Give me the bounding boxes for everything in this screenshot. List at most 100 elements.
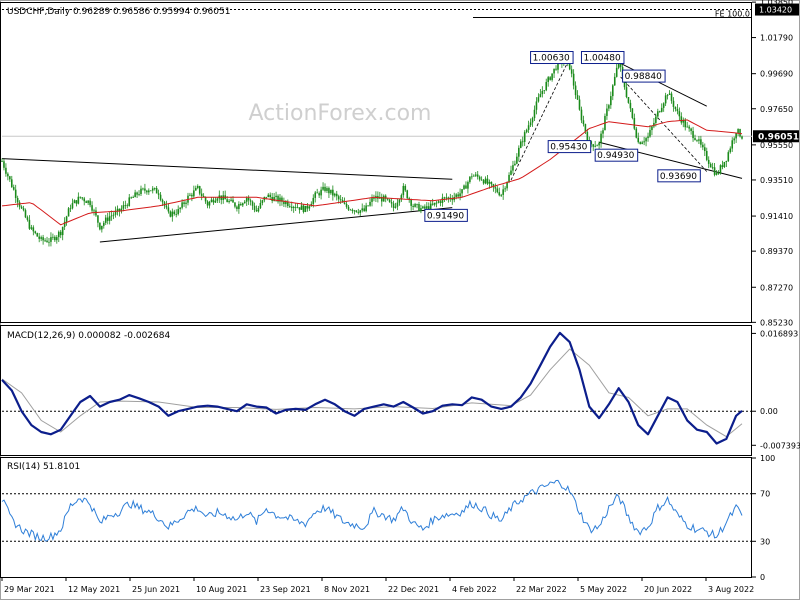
candle-body [388,199,391,203]
candle-body [38,236,40,239]
moving-average-line [1,119,743,226]
candle-body [441,197,444,203]
candle-body [496,188,499,193]
price-series [1,53,743,247]
candle-body [518,147,520,157]
candle-body [328,188,330,194]
x-tick-label: 12 May 2021 [68,585,120,594]
candle-body [243,201,246,204]
candle-body [365,205,367,212]
candle-body [410,199,412,206]
candle-body [711,167,714,169]
candle-body [543,90,546,91]
candle-body [735,133,737,139]
candle-body [130,197,133,199]
candle-body [386,198,389,200]
candle-body [26,217,29,220]
candle-body [226,199,228,203]
candle-body [688,126,690,129]
candle-body [316,192,318,194]
candle-body [355,210,358,212]
candle-body [435,202,438,204]
candle-body [412,205,414,207]
candle-body [281,197,283,202]
candle-body [296,207,299,209]
candle-body [476,174,479,177]
candle-body [126,205,129,207]
candle-body [422,206,424,209]
candle-body [61,226,64,236]
candle-body [424,206,426,209]
candle-body [402,185,405,196]
candle-body [153,188,156,189]
candle-body [253,205,256,211]
candle-body [488,181,491,184]
candle-body [631,108,634,118]
candle-body [20,206,23,209]
candle-body [163,202,166,206]
price-tick-label: 0.91410 [760,212,793,221]
candle-body [267,194,270,198]
fe-label: FE 100.0 [715,10,750,19]
candle-body [668,93,671,95]
candle-body [134,192,136,198]
candle-body [584,124,587,132]
candle-body [596,145,598,147]
candle-body [28,219,31,229]
candle-body [18,202,21,207]
candle-body [555,68,557,70]
candle-body [633,117,636,129]
x-tick-label: 22 Mar 2022 [516,585,567,594]
rsi-axis: 100 70 30 0 [752,454,775,582]
candle-body [715,173,718,175]
price-tick-label: 0.93510 [760,176,793,185]
candle-body [349,209,352,211]
price-annotation-label: 0.95430 [550,143,587,153]
candle-body [610,96,612,106]
candle-body [294,206,297,208]
candle-body [63,221,66,227]
candle-body [306,205,309,209]
candle-body [208,202,211,206]
candle-body [541,90,544,95]
candle-body [353,210,356,212]
candle-body [406,190,409,199]
candle-body [369,201,371,206]
candle-body [451,199,454,201]
price-annotation-box [424,208,468,222]
candle-body [582,120,585,125]
candle-body [459,193,461,197]
candle-body [519,141,522,148]
candle-body [283,201,285,205]
candle-body [79,196,82,198]
candle-body [709,163,712,168]
candle-body [615,67,618,77]
candle-body [606,108,608,116]
candle-body [647,136,649,139]
candle-body [447,197,450,199]
current-price-label: 0.96051 [758,132,799,142]
candle-body [472,175,475,177]
x-tick-label: 29 Mar 2021 [4,585,55,594]
candle-body [54,236,56,241]
candle-body [195,187,197,191]
candle-body [418,204,420,211]
candle-body [692,130,694,139]
candle-body [414,204,416,207]
candle-body [512,165,514,171]
candle-body [539,94,542,98]
candle-body [694,138,696,140]
candle-body [380,196,383,202]
candle-body [9,176,11,180]
candle-body [392,203,395,208]
candle-body [484,178,487,184]
candle-body [655,116,657,123]
candle-body [3,161,5,168]
candle-body [645,138,647,142]
candle-body [545,81,548,91]
candle-body [314,192,317,198]
candle-body [236,206,238,209]
candle-body [144,188,146,191]
candle-body [341,200,344,203]
